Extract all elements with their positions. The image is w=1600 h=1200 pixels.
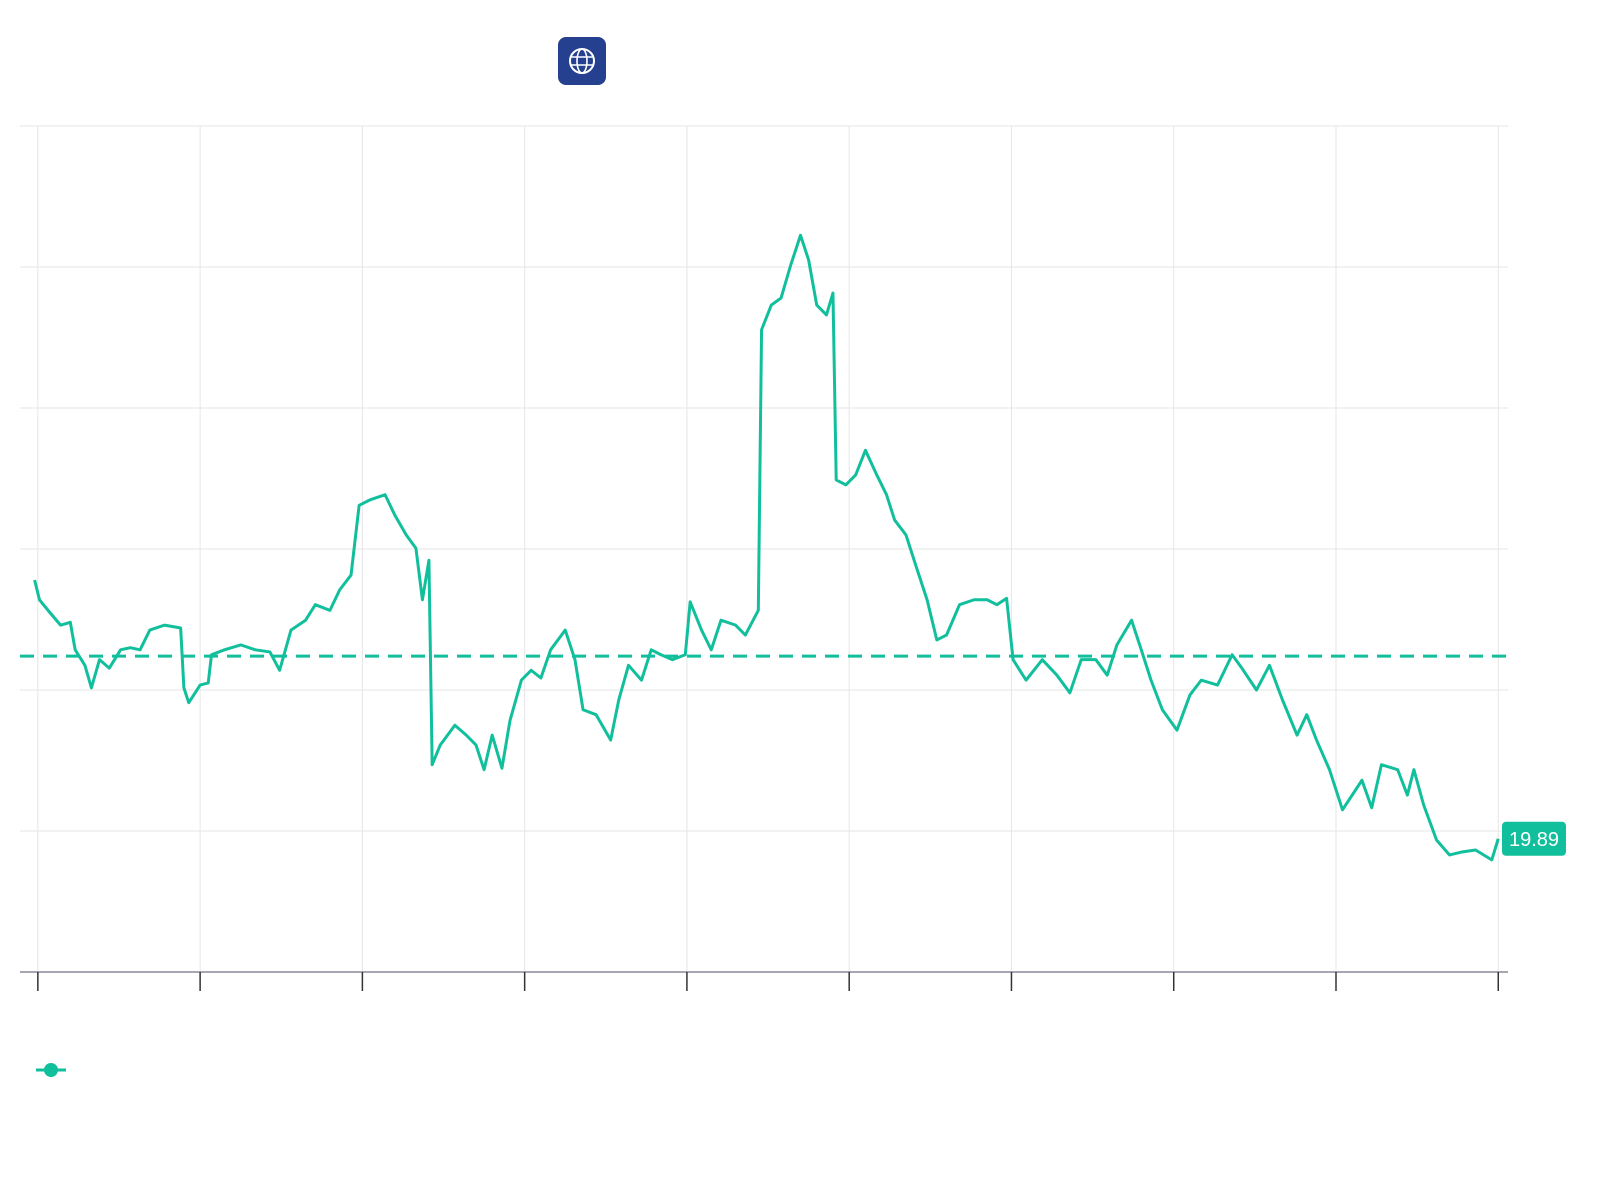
legend-marker: [44, 1063, 58, 1077]
logo-badge: [558, 37, 606, 85]
last-value-badge: [1502, 821, 1566, 856]
logo: [558, 37, 606, 85]
price-line: [33, 233, 1500, 862]
logo-meridian: [576, 48, 588, 74]
legend: [36, 1063, 66, 1077]
last-value-label: 19.89: [1509, 829, 1559, 851]
grid: [20, 125, 1508, 991]
plot-area: 19.89: [20, 233, 1566, 862]
